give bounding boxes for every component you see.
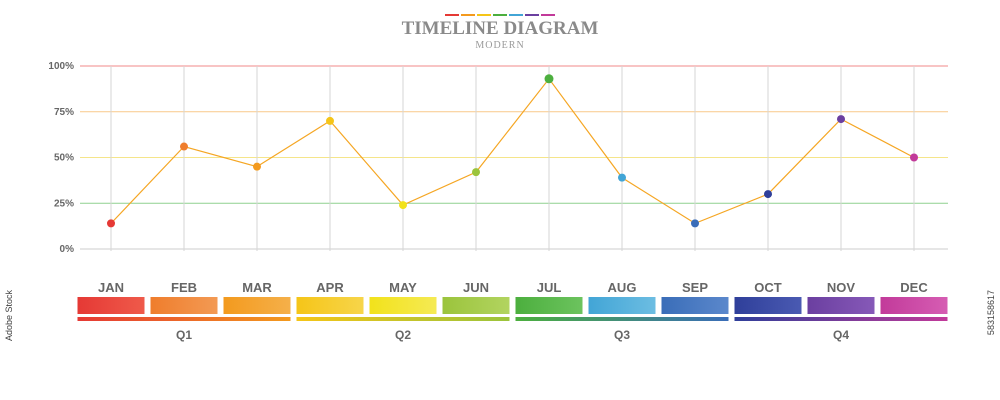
watermark-brand: Adobe Stock bbox=[4, 290, 14, 342]
data-point-apr bbox=[326, 116, 334, 125]
month-bar-feb bbox=[150, 297, 218, 314]
quarter-bar-q1 bbox=[77, 317, 291, 321]
title-dash bbox=[477, 14, 491, 16]
horizontal-gridlines bbox=[80, 65, 948, 250]
month-bar-apr bbox=[296, 297, 364, 314]
data-point-jan bbox=[107, 219, 115, 228]
data-point-feb bbox=[180, 142, 188, 151]
month-bar-jun bbox=[442, 297, 510, 314]
title-dash bbox=[493, 14, 507, 16]
month-label-jun: JUN bbox=[463, 280, 489, 295]
data-point-jul bbox=[544, 74, 554, 84]
month-label-feb: FEB bbox=[171, 280, 197, 295]
month-bar-jan bbox=[77, 297, 145, 314]
month-bar-nov bbox=[807, 297, 875, 314]
month-label-jan: JAN bbox=[98, 280, 124, 295]
month-label-oct: OCT bbox=[754, 280, 782, 295]
data-point-oct bbox=[764, 190, 772, 199]
month-label-sep: SEP bbox=[682, 280, 708, 295]
month-label-mar: MAR bbox=[242, 280, 272, 295]
chart-subtitle: MODERN bbox=[475, 40, 524, 51]
month-label-may: MAY bbox=[389, 280, 417, 295]
data-points bbox=[107, 74, 918, 228]
series-line bbox=[110, 77, 915, 225]
quarter-label-q2: Q2 bbox=[395, 328, 411, 342]
data-point-sep bbox=[691, 219, 699, 228]
quarter-label-q1: Q1 bbox=[176, 328, 192, 342]
title-dash bbox=[541, 14, 555, 16]
month-bars bbox=[77, 297, 948, 314]
month-bar-oct bbox=[734, 297, 802, 314]
vertical-gridlines bbox=[110, 66, 915, 251]
chart-title: TIMELINE DIAGRAM bbox=[402, 18, 599, 39]
y-tick-label: 75% bbox=[54, 107, 74, 118]
y-tick-label: 25% bbox=[54, 198, 74, 209]
quarter-label-q3: Q3 bbox=[614, 328, 630, 342]
quarter-label-q4: Q4 bbox=[833, 328, 849, 342]
quarter-bar-q4 bbox=[734, 317, 948, 321]
month-bar-may bbox=[369, 297, 437, 314]
title-dash bbox=[461, 14, 475, 16]
month-label-aug: AUG bbox=[608, 280, 637, 295]
month-bar-dec bbox=[880, 297, 948, 314]
data-point-jun bbox=[472, 168, 480, 177]
quarter-bar-q2 bbox=[296, 317, 510, 321]
data-point-mar bbox=[253, 162, 261, 171]
data-point-nov bbox=[837, 115, 845, 124]
quarter-bar-q3 bbox=[515, 317, 729, 321]
y-axis-ticks: 0% 25% 50% 75% 100% bbox=[48, 61, 74, 255]
data-point-may bbox=[399, 201, 407, 210]
title-dash bbox=[525, 14, 539, 16]
y-tick-label: 0% bbox=[60, 244, 75, 255]
quarter-bars bbox=[77, 317, 948, 321]
quarter-labels: Q1 Q2 Q3 Q4 bbox=[176, 328, 849, 342]
title-decoration bbox=[445, 14, 555, 16]
month-bar-aug bbox=[588, 297, 656, 314]
month-label-jul: JUL bbox=[537, 280, 562, 295]
watermark-id: 583158617 bbox=[986, 290, 996, 336]
month-bar-sep bbox=[661, 297, 729, 314]
month-bar-jul bbox=[515, 297, 583, 314]
month-label-dec: DEC bbox=[900, 280, 928, 295]
y-tick-label: 50% bbox=[54, 153, 74, 164]
month-bar-mar bbox=[223, 297, 291, 314]
month-label-nov: NOV bbox=[827, 280, 856, 295]
data-point-aug bbox=[618, 173, 626, 182]
title-dash bbox=[445, 14, 459, 16]
month-label-apr: APR bbox=[316, 280, 344, 295]
month-labels: JAN FEB MAR APR MAY JUN JUL AUG SEP OCT NOV DEC bbox=[98, 280, 928, 295]
data-point-dec bbox=[910, 153, 918, 162]
title-dash bbox=[509, 14, 523, 16]
y-tick-label: 100% bbox=[48, 61, 74, 72]
